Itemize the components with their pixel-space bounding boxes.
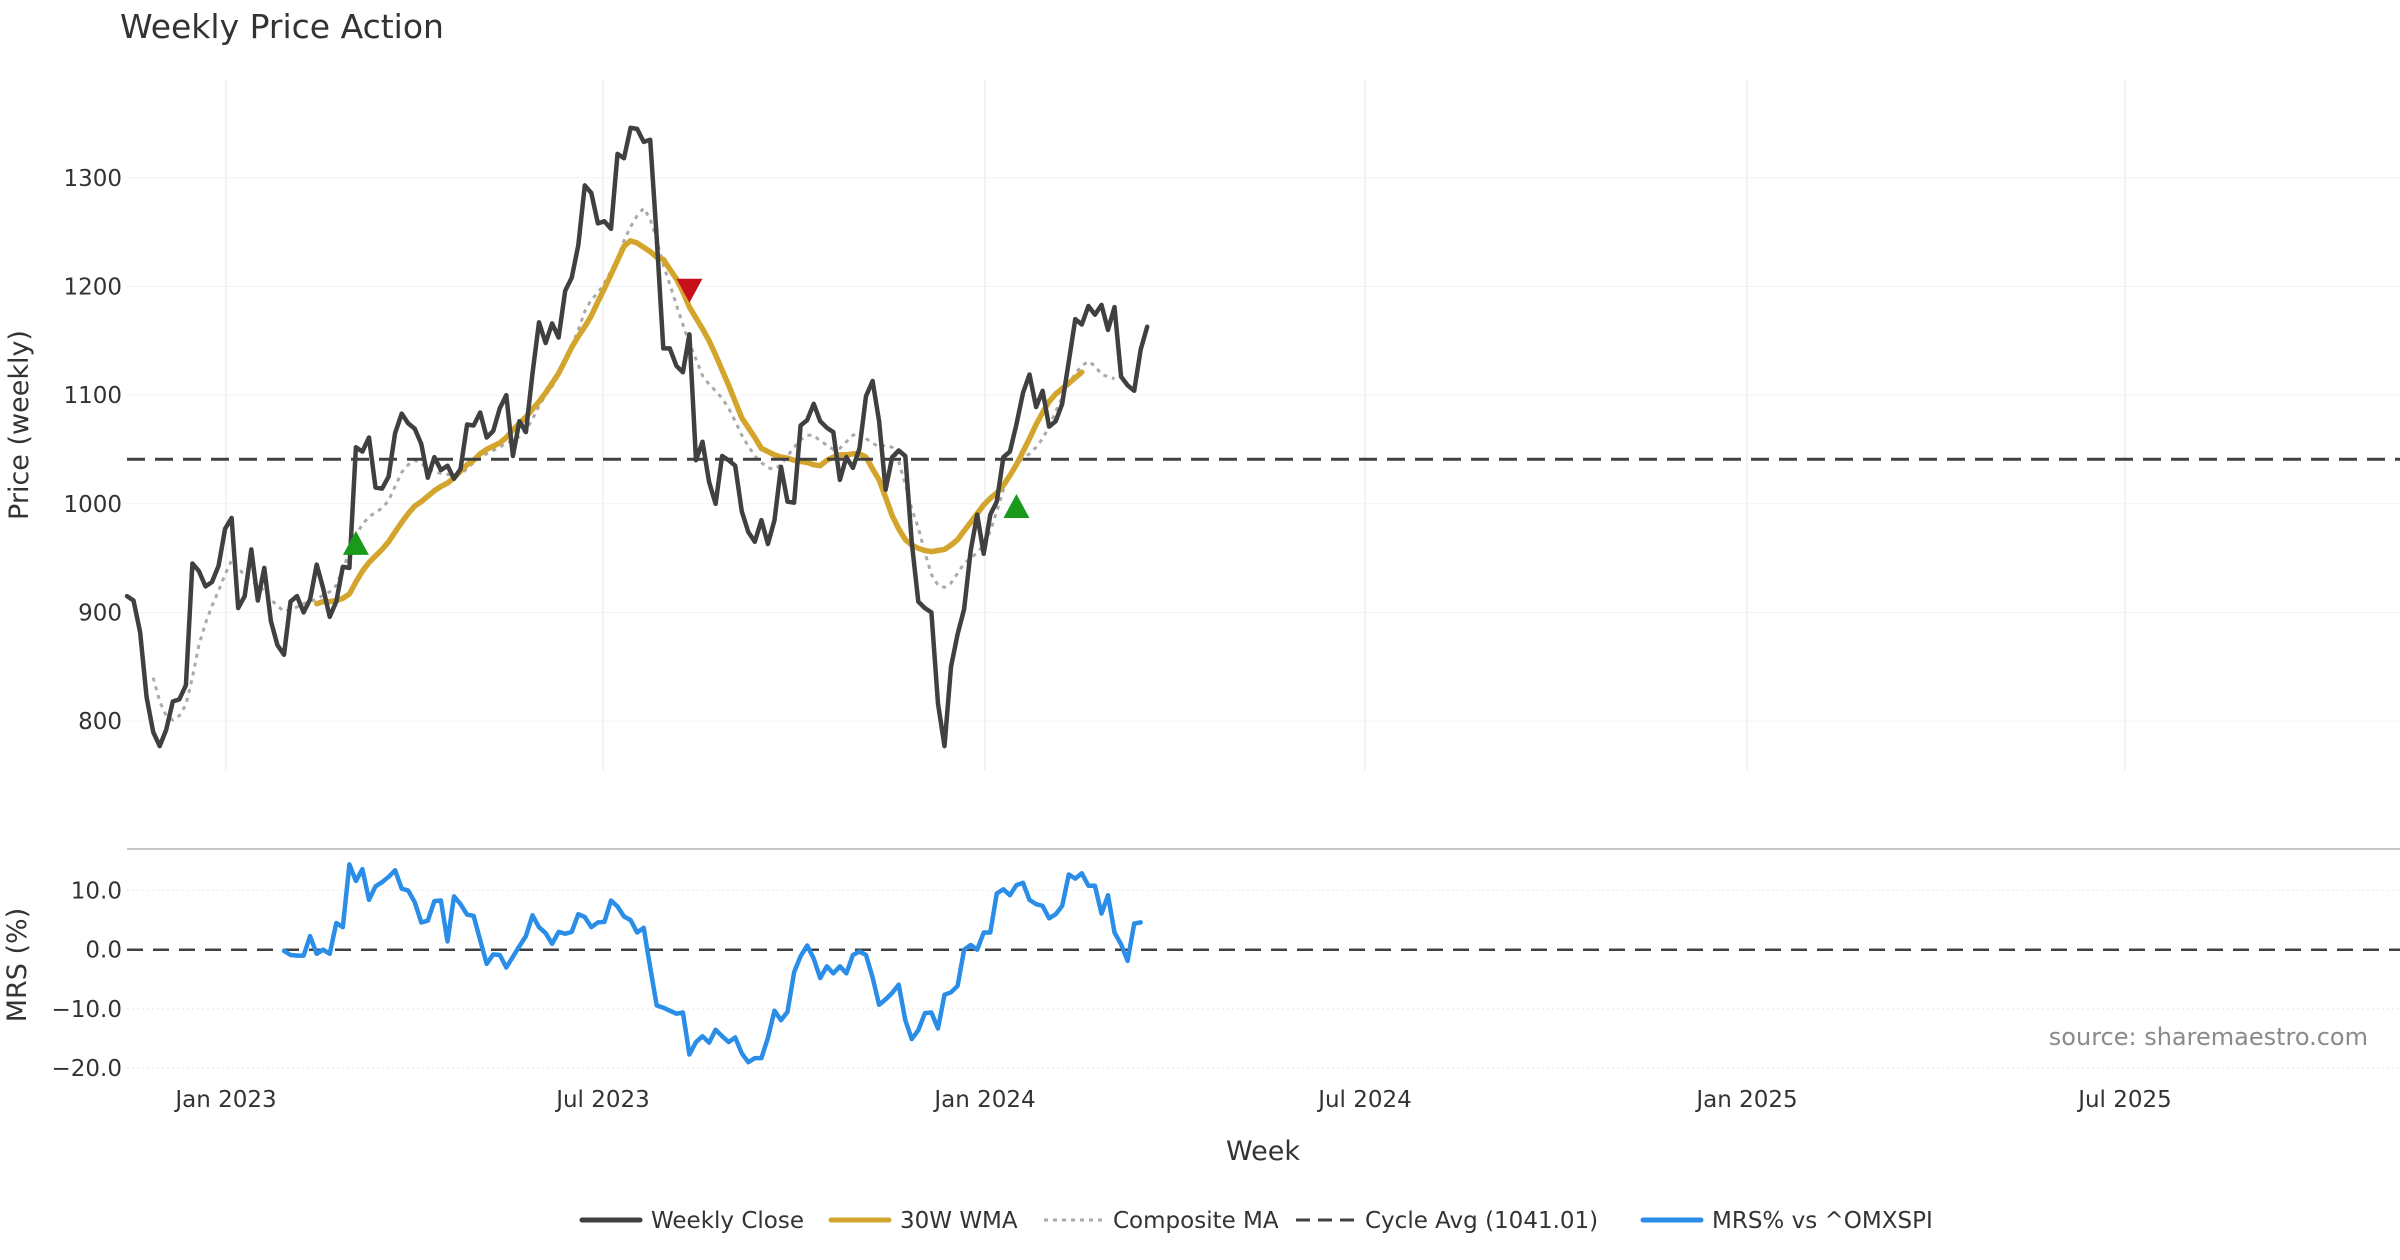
- vertical-gridlines: [225, 80, 2126, 770]
- price-y-tick-label: 1100: [63, 383, 122, 409]
- price-y-tick-label: 800: [78, 709, 122, 735]
- mrs-line: [281, 862, 1143, 1065]
- legend-label: Weekly Close: [651, 1208, 804, 1234]
- price-y-tick-label: 1200: [63, 274, 122, 300]
- mrs-y-tick-label: −10.0: [52, 997, 122, 1023]
- mrs-y-tick-label: −20.0: [52, 1056, 122, 1082]
- mrs-y-axis: 10.0 0.0 −10.0 −20.0: [52, 878, 122, 1082]
- price-y-axis: 800 900 1000 1100 1200 1300: [63, 166, 122, 735]
- x-tick-label: Jul 2025: [2076, 1087, 2172, 1113]
- signal-markers: [342, 278, 1030, 555]
- x-tick-label: Jul 2024: [1316, 1087, 1412, 1113]
- legend: Weekly Close 30W WMA Composite MA Cycle Avg…: [579, 1208, 1933, 1234]
- legend-label: Cycle Avg (1041.01): [1365, 1208, 1598, 1234]
- wma-30w-line: [313, 238, 1085, 607]
- mrs-y-axis-title: MRS (%): [2, 908, 33, 1023]
- x-tick-label: Jan 2024: [932, 1087, 1035, 1113]
- price-y-tick-label: 1000: [63, 492, 122, 518]
- x-tick-label: Jul 2023: [554, 1087, 650, 1113]
- x-axis: Jan 2023 Jul 2023 Jan 2024 Jul 2024 Jan 2025…: [173, 1087, 2171, 1113]
- source-note: source: sharemaestro.com: [2049, 1023, 2368, 1051]
- x-tick-label: Jan 2023: [173, 1087, 276, 1113]
- mrs-y-tick-label: 0.0: [85, 938, 122, 964]
- weekly-close-line: [124, 125, 1150, 749]
- horizontal-gridlines: [127, 177, 2400, 1069]
- buy-signal-marker: [1003, 493, 1030, 518]
- legend-label: 30W WMA: [900, 1208, 1018, 1234]
- price-y-axis-title: Price (weekly): [4, 330, 35, 520]
- legend-label: Composite MA: [1113, 1208, 1279, 1234]
- price-y-tick-label: 900: [78, 600, 122, 626]
- composite-ma-line: [151, 205, 1115, 722]
- buy-signal-marker: [342, 530, 369, 555]
- price-series: [124, 125, 2400, 749]
- x-tick-label: Jan 2025: [1694, 1087, 1797, 1113]
- legend-label: MRS% vs ^OMXSPI: [1712, 1208, 1933, 1234]
- chart-title: Weekly Price Action: [120, 7, 444, 46]
- price-y-tick-label: 1300: [63, 166, 122, 192]
- mrs-series: [281, 862, 1143, 1065]
- x-axis-title: Week: [1226, 1136, 1300, 1167]
- mrs-y-tick-label: 10.0: [71, 878, 122, 904]
- sell-signal-marker: [676, 278, 703, 303]
